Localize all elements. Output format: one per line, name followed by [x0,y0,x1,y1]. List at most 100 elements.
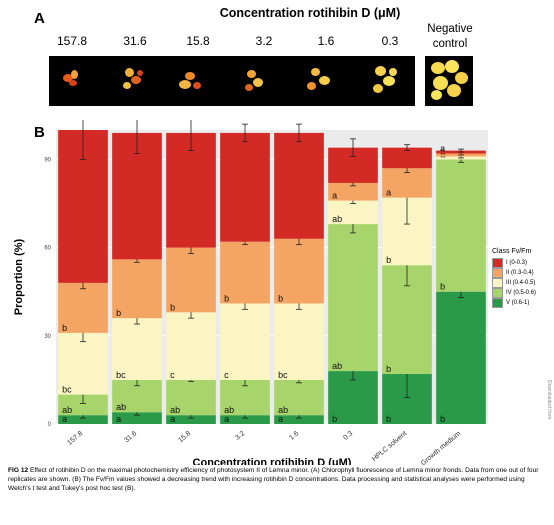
significance-letter: c [170,370,175,380]
bar-segment [112,412,162,424]
significance-letter: a [62,414,67,424]
legend-item: II (0.3-0.4) [492,268,536,278]
legend-swatch [492,258,503,268]
bar-segment [58,394,108,416]
bar-segment [274,132,324,239]
significance-letter: a [278,414,283,424]
significance-letter: ab [278,405,288,415]
legend-swatch [492,298,503,308]
legend-label: V (0.6-1) [506,300,530,306]
bar-segment [436,159,486,292]
significance-letter: b [440,282,445,292]
figure-caption: FIG 12 Effect of rotihibin D on the maxi… [8,466,548,493]
legend-swatch [492,278,503,288]
significance-letter: a [224,414,229,424]
significance-letter: b [440,414,445,424]
bar-segment [112,259,162,319]
y-axis-label: Proportion (%) [13,238,25,315]
significance-letter: b [62,323,67,333]
concentration-label: 31.6 [123,34,147,48]
concentration-label: 15.8 [186,34,210,48]
bar-segment [166,247,216,313]
significance-letter: b [116,308,121,318]
caption-text: Effect of rotihibin D on the maximal pho… [8,467,539,492]
significance-letter: b [278,293,283,303]
bar-segment [220,415,270,424]
bar-segment [328,200,378,225]
bar-segment [274,379,324,416]
panel-b-letter: B [34,124,45,141]
y-tick-label: 90 [44,157,51,163]
legend-item: IV (0.5-0.6) [492,288,536,298]
significance-letter: a [332,191,337,201]
x-tick-label: HPLC solvent [371,430,408,463]
concentration-label: 3.2 [255,34,273,48]
bar-segment [436,291,486,424]
y-tick-label: 60 [44,246,51,252]
significance-letter: bc [116,370,126,380]
bar-segment [166,415,216,424]
bar-segment [220,303,270,380]
bar-segment [166,312,216,380]
significance-letter: a [116,414,121,424]
bar-segment [274,238,324,304]
legend-swatch [492,288,503,298]
x-tick-label: 0.3 [342,430,354,442]
x-tick-label: 31.6 [123,430,138,444]
y-tick-label: 30 [44,334,51,340]
significance-letter: ab [332,361,342,371]
side-note: Downloaded from [546,380,552,420]
significance-letter: b [386,414,391,424]
bar-segment [58,282,108,333]
bar-segment [58,415,108,424]
bar-segment [166,379,216,416]
significance-letter: b [386,255,391,265]
significance-letter: bc [278,370,288,380]
bar-segment [220,241,270,304]
significance-letter: ab [62,405,72,415]
bar-segment [58,332,108,395]
legend-swatch [492,268,503,278]
panel-a-letter: A [34,10,45,27]
significance-letter: b [386,364,391,374]
caption-lead: FIG 12 [8,467,29,474]
bar-segment [112,132,162,260]
significance-letter: ab [170,405,180,415]
bar-segment [220,132,270,242]
concentration-label: 0.3 [381,34,399,48]
concentration-label: 1.6 [317,34,335,48]
significance-letter: a [440,144,445,154]
concentration-label: 157.8 [56,34,88,48]
bar-segment [112,318,162,380]
bar-segment [382,168,432,198]
significance-letter: bc [62,385,72,395]
significance-letter: b [170,302,175,312]
legend-item: III (0.4-0.5) [492,278,536,288]
x-tick-label: 3.2 [234,430,246,442]
bar-segment [328,182,378,201]
x-axis-label: Concentration rotihibin D (μM) [193,457,352,465]
legend-item: I (0-0.3) [492,258,536,268]
legend-label: III (0.4-0.5) [506,280,536,286]
negative-control-label: Negative control [420,22,480,52]
legend-label: I (0-0.3) [506,260,528,266]
x-tick-label: 157.8 [66,430,84,447]
legend-label: II (0.3-0.4) [506,270,534,276]
significance-letter: ab [332,214,342,224]
stacked-bar-chart: 0306090aabbcb157.8aabbcb31.6aabcb15.8aab… [13,120,488,465]
significance-letter: c [224,370,229,380]
significance-letter: ab [224,405,234,415]
bar-segment [274,303,324,380]
x-tick-label: 15.8 [177,430,192,444]
x-tick-label: 1.6 [288,430,300,442]
significance-letter: ab [116,402,126,412]
significance-letter: b [332,414,337,424]
bar-segment [328,224,378,372]
significance-letter: b [224,293,229,303]
bar-segment [274,415,324,424]
significance-letter: a [170,414,175,424]
bar-segment [382,147,432,169]
legend-item: V (0.6-1) [492,298,536,308]
legend-title: Class Fv/Fm [492,248,532,255]
negative-control-image [425,56,473,106]
